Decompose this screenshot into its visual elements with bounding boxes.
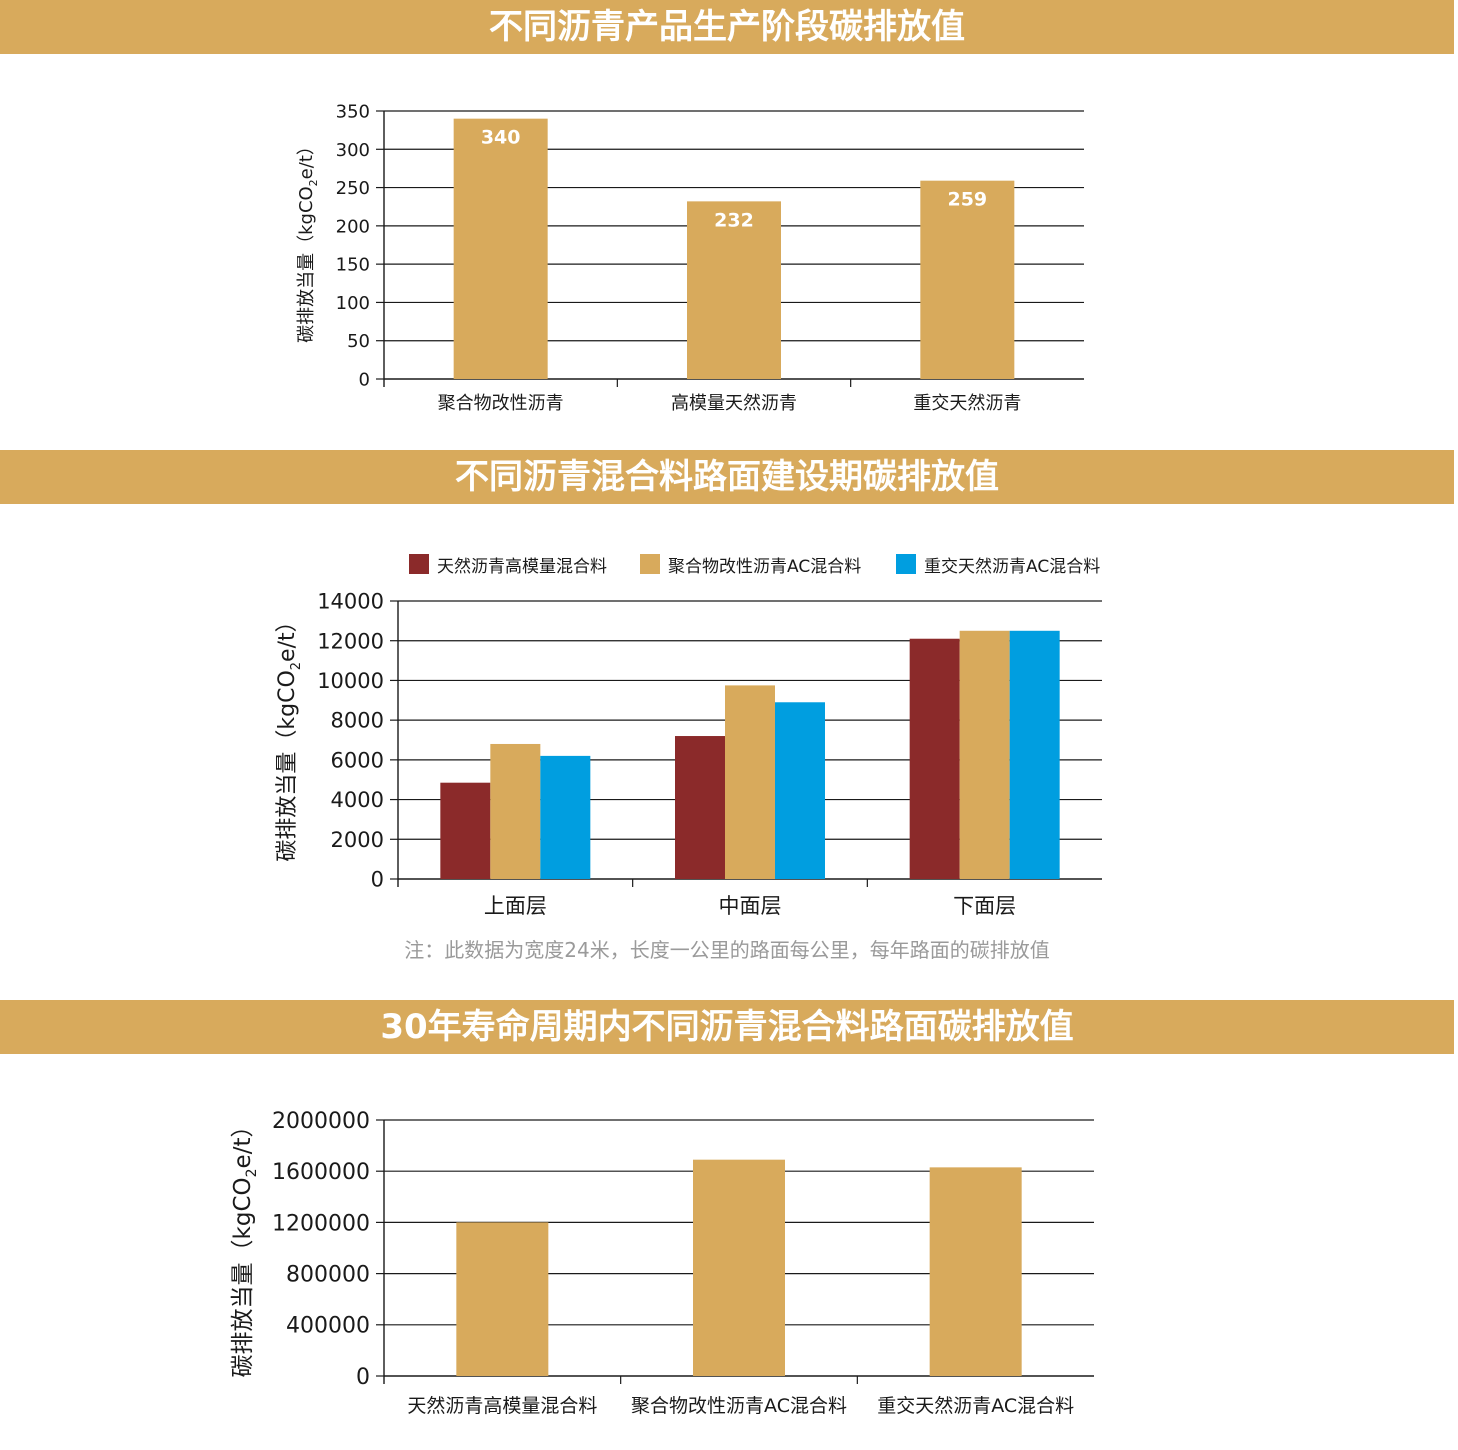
data-label: 232 xyxy=(714,209,754,231)
y-tick-label: 14000 xyxy=(317,590,384,614)
x-tick-label: 重交天然沥青 xyxy=(913,393,1021,414)
y-tick-label: 8000 xyxy=(331,709,384,733)
x-tick-label: 聚合物改性沥青 xyxy=(438,393,564,414)
legend-swatch xyxy=(409,554,429,574)
legend-label: 聚合物改性沥青AC混合料 xyxy=(668,557,861,577)
x-tick-label: 高模量天然沥青 xyxy=(671,393,797,414)
y-tick-label: 0 xyxy=(359,369,370,390)
bar xyxy=(929,1167,1022,1376)
x-tick-label: 聚合物改性沥青AC混合料 xyxy=(631,1395,847,1417)
y-tick-label: 200 xyxy=(336,216,370,237)
data-label: 259 xyxy=(947,189,987,211)
y-tick-label: 10000 xyxy=(317,669,384,693)
y-tick-label: 0 xyxy=(356,1365,370,1390)
legend-swatch xyxy=(896,554,916,574)
section-2-title: 不同沥青混合料路面建设期碳排放值 xyxy=(0,450,1454,504)
x-tick-label: 下面层 xyxy=(953,894,1016,918)
bar xyxy=(440,782,491,879)
bar xyxy=(453,118,548,380)
y-tick-label: 2000 xyxy=(331,828,384,852)
y-tick-label: 300 xyxy=(336,140,370,161)
y-axis-label: 碳排放当量（kgCO2e/t） xyxy=(230,1115,260,1378)
y-axis-label: 碳排放当量（kgCO2e/t） xyxy=(296,137,320,343)
x-tick-label: 天然沥青高模量混合料 xyxy=(407,1395,597,1417)
chart-30-year-lifecycle: 0 400000 800000 1200000 1600000 2000000 天然沥青高模… xyxy=(230,1109,1094,1417)
chart-note-text: 注：此数据为宽度24米，长度一公里的路面每公里，每年路面的碳排放值 xyxy=(404,938,1050,962)
section-1-title: 不同沥青产品生产阶段碳排放值 xyxy=(0,0,1454,54)
y-tick-label: 6000 xyxy=(331,748,384,772)
bar xyxy=(675,736,725,879)
y-tick-label: 400000 xyxy=(286,1314,370,1339)
data-label: 340 xyxy=(481,127,521,149)
y-tick-label: 50 xyxy=(347,331,370,352)
bar xyxy=(687,201,781,379)
y-tick-label: 250 xyxy=(336,178,370,199)
y-tick-label: 800000 xyxy=(286,1263,370,1288)
bar xyxy=(456,1222,549,1376)
bar xyxy=(920,180,1015,379)
bar xyxy=(725,685,775,879)
chart-construction-period: 天然沥青高模量混合料 聚合物改性沥青AC混合料 重交天然沥青AC混合料 0 2000 40… xyxy=(275,554,1102,918)
bar xyxy=(490,743,541,879)
section-3-title: 30年寿命周期内不同沥青混合料路面碳排放值 xyxy=(0,1000,1454,1054)
y-tick-label: 4000 xyxy=(331,788,384,812)
x-tick-label: 上面层 xyxy=(484,894,547,918)
x-tick-label: 重交天然沥青AC混合料 xyxy=(877,1395,1074,1417)
y-tick-label: 1600000 xyxy=(272,1160,370,1185)
bar xyxy=(909,638,960,879)
y-tick-label: 0 xyxy=(371,868,384,892)
bar xyxy=(959,630,1010,879)
legend-swatch xyxy=(640,554,660,574)
bar xyxy=(540,755,591,879)
y-tick-label: 12000 xyxy=(317,629,384,653)
y-tick-label: 150 xyxy=(336,255,370,276)
chart-production-stage: 0 50 100 150 200 250 300 350 340 聚合物改性沥青 232 高模量天然沥… xyxy=(296,101,1084,414)
legend-label: 重交天然沥青AC混合料 xyxy=(924,557,1100,577)
y-tick-label: 100 xyxy=(336,293,370,314)
x-tick-label: 中面层 xyxy=(719,894,782,918)
bar xyxy=(1009,630,1060,879)
legend-label: 天然沥青高模量混合料 xyxy=(437,557,607,577)
y-axis-label: 碳排放当量（kgCO2e/t） xyxy=(275,610,304,861)
y-tick-label: 1200000 xyxy=(272,1211,370,1236)
chart-note: 注：此数据为宽度24米，长度一公里的路面每公里，每年路面的碳排放值 xyxy=(0,934,1454,963)
y-tick-label: 350 xyxy=(336,101,370,122)
bar xyxy=(693,1159,785,1376)
bar xyxy=(775,702,825,879)
y-tick-label: 2000000 xyxy=(272,1109,370,1134)
